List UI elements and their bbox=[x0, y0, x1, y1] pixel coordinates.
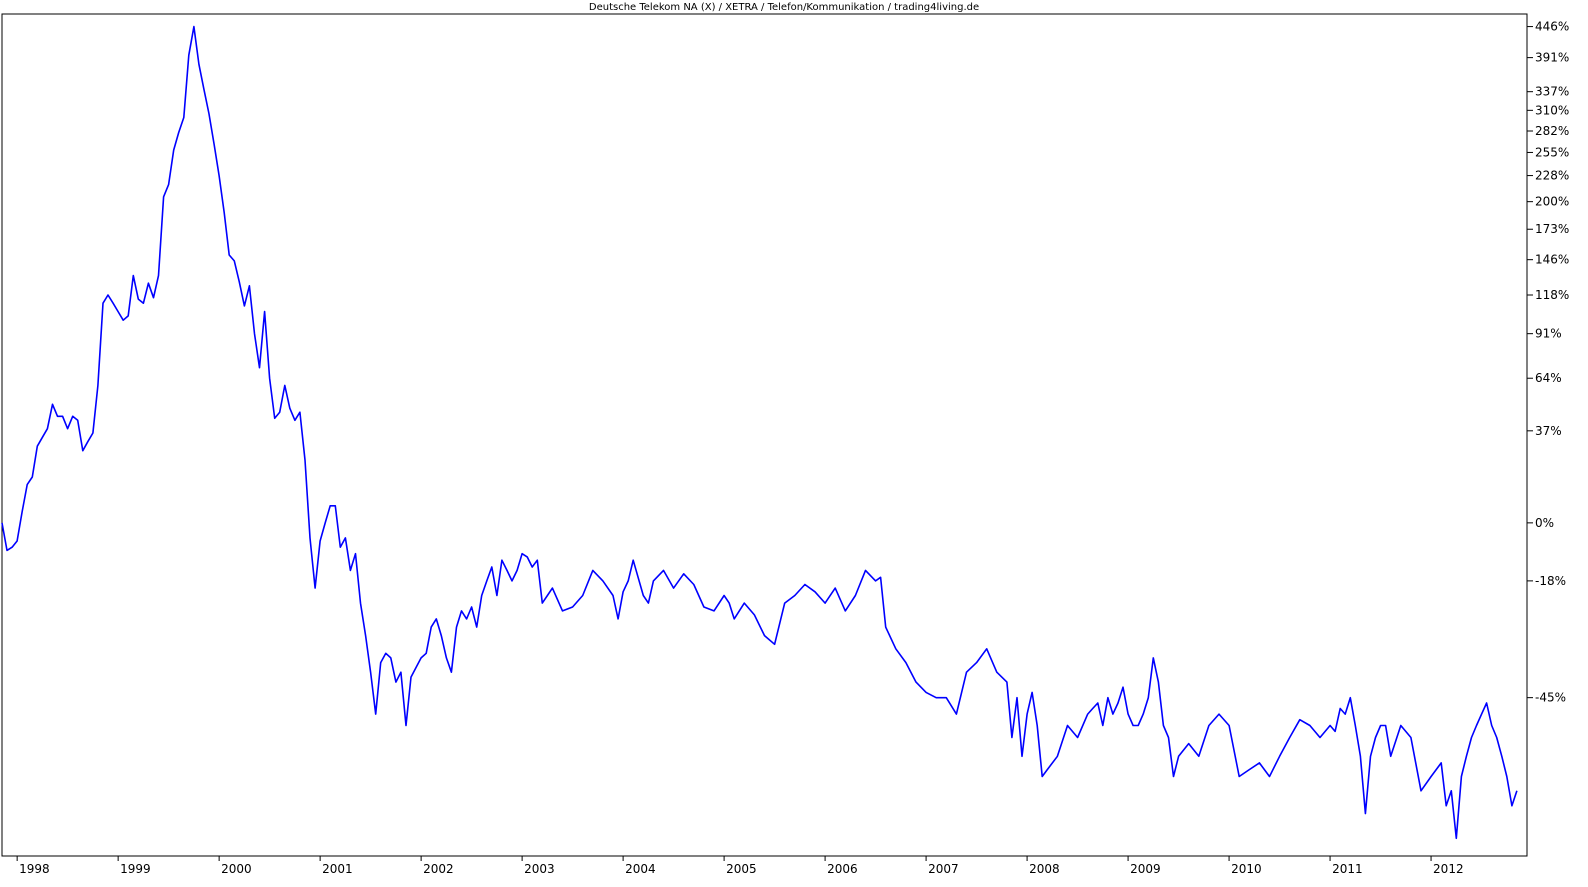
x-tick-label: 2001 bbox=[322, 862, 353, 876]
x-tick-label: 2002 bbox=[423, 862, 454, 876]
y-tick-label: 228% bbox=[1535, 169, 1569, 183]
x-tick-label: 2008 bbox=[1029, 862, 1060, 876]
y-axis: 446% 391% 337% 310% 282% 255% 228% 200% 173% 146%… bbox=[1527, 20, 1569, 705]
y-tick-label: 391% bbox=[1535, 51, 1569, 65]
y-tick-label: 337% bbox=[1535, 85, 1569, 99]
x-tick-label: 2010 bbox=[1231, 862, 1262, 876]
x-tick-label: 2012 bbox=[1433, 862, 1464, 876]
chart-title: Deutsche Telekom NA (X) / XETRA / Telefo… bbox=[589, 2, 979, 13]
y-tick-label: 146% bbox=[1535, 253, 1569, 267]
y-tick-label: -18% bbox=[1535, 574, 1566, 588]
x-tick-label: 2004 bbox=[625, 862, 656, 876]
x-tick-label: 2000 bbox=[221, 862, 252, 876]
x-tick-label: 1999 bbox=[120, 862, 151, 876]
y-tick-label: 91% bbox=[1535, 327, 1562, 341]
y-tick-label: 64% bbox=[1535, 371, 1562, 385]
y-tick-label: 173% bbox=[1535, 222, 1569, 236]
y-tick-label: 310% bbox=[1535, 103, 1569, 117]
y-tick-label: -45% bbox=[1535, 691, 1566, 705]
y-tick-label: 118% bbox=[1535, 288, 1569, 302]
x-tick-label: 2007 bbox=[928, 862, 959, 876]
y-tick-label: 446% bbox=[1535, 20, 1569, 34]
x-tick-label: 2005 bbox=[726, 862, 757, 876]
x-tick-label: 2011 bbox=[1332, 862, 1363, 876]
y-tick-label: 200% bbox=[1535, 195, 1569, 209]
series-line bbox=[1, 25, 1518, 840]
x-axis: 1998 1999 2000 2001 2002 2003 2004 2005 2006 2007… bbox=[16, 856, 1464, 876]
y-tick-label: 0% bbox=[1535, 516, 1554, 530]
x-tick-label: 2006 bbox=[827, 862, 858, 876]
y-tick-label: 37% bbox=[1535, 424, 1562, 438]
y-tick-label: 282% bbox=[1535, 124, 1569, 138]
y-tick-label: 255% bbox=[1535, 145, 1569, 159]
x-tick-label: 1998 bbox=[19, 862, 50, 876]
x-tick-label: 2003 bbox=[524, 862, 555, 876]
x-tick-label: 2009 bbox=[1130, 862, 1161, 876]
plot-frame bbox=[1, 13, 1528, 857]
